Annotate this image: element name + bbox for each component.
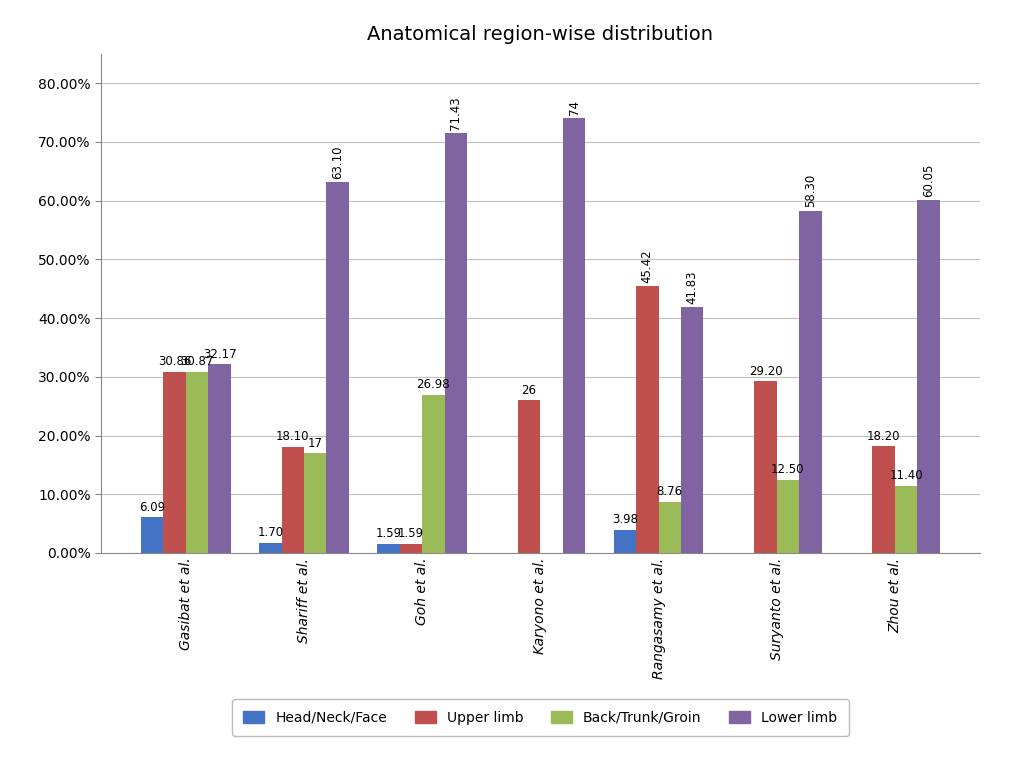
Text: 18.10: 18.10	[276, 430, 309, 443]
Bar	[141, 517, 164, 553]
Text: 8.76: 8.76	[656, 485, 683, 498]
Bar	[282, 447, 304, 553]
Text: 41.83: 41.83	[686, 270, 699, 304]
Text: 58.30: 58.30	[804, 174, 817, 207]
Text: 6.09: 6.09	[139, 501, 166, 514]
Text: 1.70: 1.70	[258, 526, 284, 539]
Text: 29.20: 29.20	[748, 365, 783, 378]
Text: 60.05: 60.05	[922, 164, 935, 197]
Text: 18.20: 18.20	[867, 429, 900, 442]
Text: 63.10: 63.10	[331, 145, 344, 179]
Bar	[873, 446, 895, 553]
Bar	[636, 286, 659, 553]
Text: 32.17: 32.17	[203, 347, 236, 360]
Text: 17: 17	[308, 436, 323, 449]
Bar	[444, 134, 467, 553]
Bar	[681, 307, 703, 553]
Bar	[304, 453, 326, 553]
Text: 74: 74	[568, 100, 581, 115]
Text: 11.40: 11.40	[889, 469, 923, 482]
Text: 26: 26	[521, 384, 536, 397]
Text: 30.87: 30.87	[181, 355, 214, 368]
Bar	[378, 544, 400, 553]
Text: 3.98: 3.98	[612, 513, 638, 526]
Bar	[659, 502, 681, 553]
Bar	[164, 372, 186, 553]
Bar	[208, 364, 230, 553]
Text: 30.86: 30.86	[158, 355, 191, 368]
Bar	[422, 395, 444, 553]
Text: 26.98: 26.98	[416, 378, 450, 391]
Bar	[799, 210, 821, 553]
Bar	[777, 479, 799, 553]
Bar	[260, 543, 282, 553]
Legend: Head/Neck/Face, Upper limb, Back/Trunk/Groin, Lower limb: Head/Neck/Face, Upper limb, Back/Trunk/G…	[232, 700, 848, 736]
Text: 12.50: 12.50	[772, 463, 805, 476]
Bar	[614, 530, 636, 553]
Text: 71.43: 71.43	[449, 96, 463, 130]
Text: 1.59: 1.59	[376, 527, 402, 540]
Text: 45.42: 45.42	[640, 249, 653, 283]
Title: Anatomical region-wise distribution: Anatomical region-wise distribution	[368, 25, 713, 44]
Bar	[563, 118, 585, 553]
Bar	[518, 400, 540, 553]
Bar	[917, 200, 939, 553]
Bar	[326, 182, 348, 553]
Bar	[186, 372, 208, 553]
Bar	[754, 382, 777, 553]
Text: 1.59: 1.59	[398, 527, 424, 540]
Bar	[400, 544, 422, 553]
Bar	[895, 486, 917, 553]
